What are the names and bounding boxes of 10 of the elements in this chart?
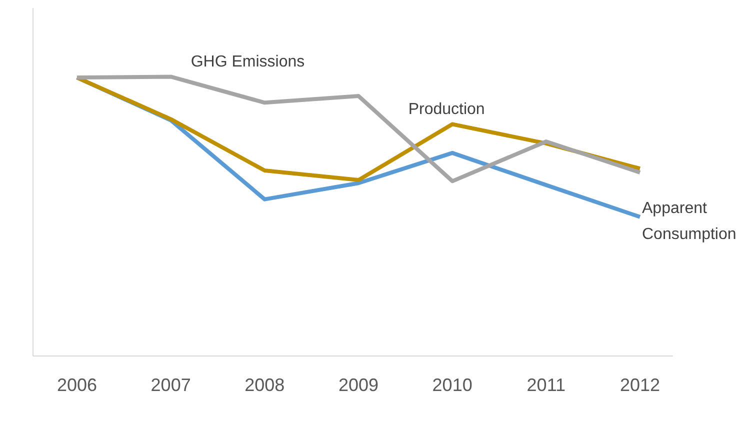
x-tick-label: 2008 (244, 374, 285, 395)
series-label: Apparent Consumption (642, 200, 736, 243)
x-tick-label: 2010 (432, 374, 472, 395)
x-tick-label: 2006 (56, 374, 98, 395)
series-label: Production (408, 101, 485, 118)
x-tick-label: 2011 (526, 374, 566, 395)
x-tick-label: 2012 (620, 374, 660, 395)
x-tick-label: 2009 (338, 374, 379, 395)
series-label: GHG Emissions (190, 54, 305, 71)
x-tick-label: 2007 (150, 374, 191, 395)
